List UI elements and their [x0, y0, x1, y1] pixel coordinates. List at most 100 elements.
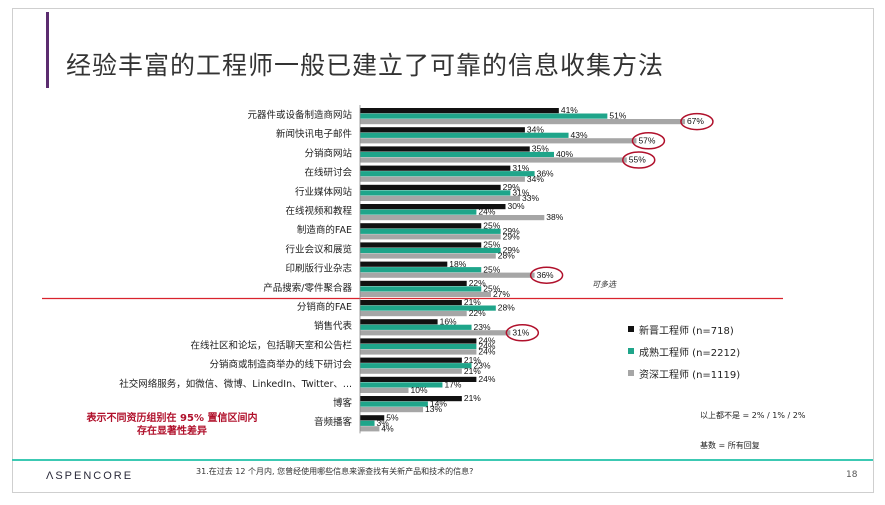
bar-junior: [360, 300, 462, 306]
value-label-mature: 14%: [430, 399, 447, 409]
bar-mature: [360, 171, 535, 177]
bar-mature: [360, 190, 511, 196]
bar-senior: [360, 368, 462, 374]
bar-junior: [360, 184, 501, 190]
category-label: 行业媒体网站: [295, 186, 353, 198]
bar-mature: [360, 113, 608, 119]
value-label-junior: 5%: [386, 412, 399, 422]
bar-junior: [360, 396, 462, 402]
category-label: 产品搜索/零件聚合器: [263, 282, 352, 294]
value-label-junior: 30%: [508, 201, 525, 211]
highlight-circle: [622, 151, 656, 169]
value-label-senior: 55%: [629, 155, 646, 165]
bar-junior: [360, 223, 482, 229]
bar-junior: [360, 127, 525, 133]
legend-label-senior: 资深工程师 (n=1119): [639, 369, 741, 381]
bar-mature: [360, 343, 477, 350]
value-label-mature: 28%: [498, 303, 515, 313]
bar-junior: [360, 319, 438, 325]
slide-frame: [12, 8, 874, 493]
category-label: 分销商的FAE: [297, 301, 352, 313]
value-label-mature: 40%: [556, 149, 573, 159]
bar-senior: [360, 157, 627, 163]
bar-mature: [360, 382, 443, 388]
value-label-junior: 18%: [449, 259, 466, 269]
value-label-senior: 13%: [425, 404, 442, 414]
category-label: 分销商网站: [304, 147, 352, 159]
legend-swatch-senior: [628, 370, 634, 376]
value-label-senior: 33%: [522, 193, 539, 203]
significance-note-line1: 表示不同资历组别在 95% 置信区间内: [86, 413, 258, 424]
legend: 新晋工程师 (n=718) 成熟工程师 (n=2212) 资深工程师 (n=11…: [628, 318, 740, 384]
category-label: 在线视频和教程: [285, 205, 352, 217]
bar-mature: [360, 401, 428, 407]
value-label-junior: 21%: [464, 393, 481, 403]
value-label-mature: 43%: [571, 130, 588, 140]
value-label-senior: 22%: [469, 308, 486, 318]
value-label-mature: 17%: [444, 380, 461, 390]
category-label: 新闻快讯电子邮件: [276, 128, 353, 140]
bar-senior: [360, 176, 525, 182]
category-label: 分销商或制造商举办的线下研讨会: [209, 359, 352, 371]
legend-item-junior: 新晋工程师 (n=718): [628, 318, 740, 340]
bar-senior: [360, 330, 511, 336]
value-label-mature: 23%: [474, 322, 491, 332]
bar-junior: [360, 415, 385, 421]
category-label: 元器件或设备制造商网站: [247, 109, 352, 121]
value-label-junior: 31%: [512, 163, 529, 173]
value-label-junior: 24%: [478, 336, 495, 346]
bar-mature: [360, 151, 554, 158]
bar-senior: [360, 387, 409, 393]
bar-senior: [360, 407, 424, 413]
brand-logo: ΛSPENCORE: [46, 470, 134, 482]
value-label-mature: 24%: [478, 341, 495, 351]
value-label-mature: 24%: [478, 207, 495, 217]
bar-mature: [360, 228, 501, 234]
bar-mature: [360, 209, 477, 215]
value-label-mature: 31%: [512, 188, 529, 198]
bar-junior: [360, 376, 477, 382]
bar-senior: [360, 253, 496, 259]
highlight-circle: [631, 132, 666, 150]
value-label-senior: 67%: [687, 116, 704, 126]
category-label: 社交网络服务，如微信、微博、LinkedIn、Twitter、...: [119, 378, 352, 390]
value-label-senior: 34%: [527, 174, 544, 184]
value-label-mature: 36%: [537, 168, 554, 178]
value-label-senior: 36%: [537, 270, 554, 280]
significance-note-line2: 存在显著性差异: [137, 426, 207, 437]
value-label-senior: 27%: [493, 289, 510, 299]
value-label-senior: 4%: [381, 423, 394, 433]
bar-junior: [360, 357, 462, 363]
value-label-junior: 22%: [469, 278, 486, 288]
bar-mature: [360, 286, 482, 292]
not-sure-note: 以上都不是 = 2% / 1% / 2%: [700, 411, 806, 420]
bar-mature: [360, 324, 472, 330]
value-label-senior: 21%: [464, 366, 481, 376]
category-label: 销售代表: [314, 320, 353, 332]
bar-senior: [360, 215, 545, 221]
bar-senior: [360, 195, 521, 201]
legend-label-mature: 成熟工程师 (n=2212): [639, 347, 741, 359]
value-label-junior: 16%: [440, 316, 457, 326]
bar-junior: [360, 280, 467, 286]
value-label-junior: 29%: [503, 182, 520, 192]
bar-senior: [360, 426, 380, 432]
category-label: 在线社区和论坛，包括聊天室和公告栏: [190, 339, 352, 351]
legend-item-senior: 资深工程师 (n=1119): [628, 362, 740, 384]
value-label-mature: 3%: [377, 418, 390, 428]
highlight-circle: [680, 112, 714, 131]
category-label: 音频播客: [314, 416, 353, 428]
value-label-mature: 23%: [474, 360, 491, 370]
highlight-circle: [505, 324, 540, 342]
footer-accent-line: [12, 459, 873, 461]
legend-swatch-mature: [628, 348, 634, 354]
legend-swatch-junior: [628, 326, 634, 332]
base-note: 基数 = 所有回复: [700, 441, 760, 450]
value-label-senior: 38%: [546, 212, 563, 222]
value-label-senior: 57%: [638, 135, 655, 145]
bar-senior: [360, 311, 467, 317]
bar-mature: [360, 420, 375, 426]
value-label-senior: 10%: [411, 385, 428, 395]
bar-senior: [360, 119, 685, 125]
